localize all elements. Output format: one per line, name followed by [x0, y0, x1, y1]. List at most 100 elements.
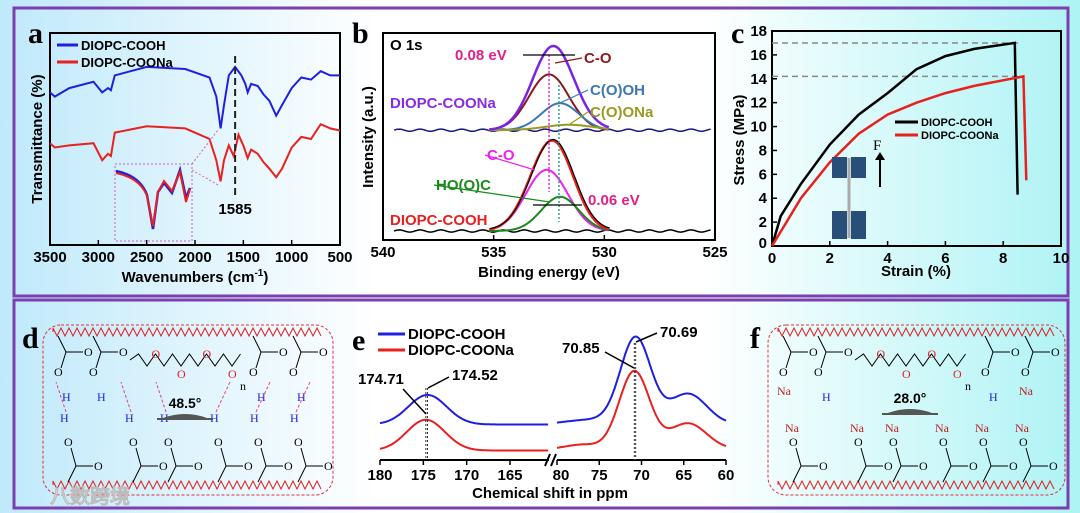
hydrogen-bond — [255, 381, 271, 413]
oxygen: O — [64, 435, 73, 449]
bottom-frame — [12, 298, 1070, 510]
annotation-arrow — [402, 388, 427, 415]
ether-oxygen: O — [928, 347, 937, 361]
panel-label-c: c — [731, 17, 744, 50]
polymer-backbone — [52, 326, 322, 338]
series-left-diopc-cooh — [379, 393, 549, 426]
arrow-head-icon — [875, 152, 885, 160]
x-tick-label: 170 — [454, 467, 479, 484]
chart-title: O 1s — [390, 37, 423, 54]
hydrogen: H — [989, 390, 998, 404]
x-axis-label: Chemical shift in ppm — [472, 485, 628, 502]
series-line-diopc-coona — [770, 74, 1028, 247]
x-tick-label: 1000 — [275, 249, 308, 266]
force-label: F — [873, 138, 881, 154]
series-line-diopc-cooh — [770, 41, 1019, 247]
x-axis-label: Strain (%) — [881, 263, 951, 280]
oxygen: O — [129, 435, 138, 449]
y-tick-label: 2 — [759, 214, 767, 231]
x-tick-label: 65 — [675, 467, 692, 484]
oxygen: O — [1009, 459, 1018, 473]
x-tick-label: 180 — [367, 467, 392, 484]
legend-label: DIOPC-COOH — [921, 117, 993, 129]
hydrogen: H — [290, 411, 299, 425]
label-arrow — [484, 154, 536, 171]
x-axis-label: Wavenumbers (cm-1) — [122, 268, 269, 286]
shift-label: 0.06 eV — [588, 192, 640, 209]
oxygen: O — [89, 365, 98, 379]
hydrogen-bond — [295, 381, 311, 413]
annotation-arrow — [635, 332, 658, 343]
hydrogen: H — [97, 390, 106, 404]
legend-label: DIOPC-COOH — [81, 38, 166, 53]
oxygen: O — [319, 345, 328, 359]
oxygen: O — [279, 345, 288, 359]
carboxyl-group — [1024, 335, 1050, 369]
carboxyl-group — [132, 447, 158, 483]
sodium: Na — [785, 421, 800, 435]
oxygen: O — [979, 435, 988, 449]
carboxyl-group — [817, 335, 843, 369]
oxygen: O — [214, 435, 223, 449]
panel-label-e: e — [352, 324, 365, 357]
hydrogen: H — [60, 411, 69, 425]
annotation-arrow — [427, 376, 450, 389]
panel-a: 3500 3000 2500 2000 1500 1000 500 Wavenumbers (… — [29, 32, 353, 286]
y-tick-label: 10 — [750, 119, 767, 136]
peak-annotation: 174.71 — [358, 371, 404, 388]
oxygen: O — [164, 435, 173, 449]
x-tick-label: 500 — [327, 249, 352, 266]
hydrogen: H — [257, 390, 266, 404]
polymer-backbone — [777, 479, 1055, 491]
y-axis-label: Transmittance (%) — [29, 74, 46, 203]
legend-label: DIOPC-COONa — [921, 130, 1000, 142]
panel-label-d: d — [22, 322, 39, 355]
x-axis-label: Binding energy (eV) — [478, 264, 620, 281]
sample-label: DIOPC-COONa — [390, 95, 497, 112]
oxygen: O — [1019, 435, 1028, 449]
polymer-backbone — [777, 326, 1055, 338]
label-arrow — [559, 89, 589, 104]
y-tick-label: 4 — [759, 190, 768, 207]
panel-label-f: f — [750, 322, 761, 355]
oxygen: O — [194, 459, 203, 473]
inset-connector — [191, 169, 219, 186]
carboxyl-group — [297, 447, 323, 483]
y-tick-label: 8 — [759, 142, 767, 159]
oxygen: O — [54, 365, 63, 379]
panel-e: 180 175 170 165 80 75 70 65 60 Chemical shift in … — [358, 324, 734, 502]
hydrogen: H — [62, 390, 71, 404]
oxygen: O — [889, 435, 898, 449]
y-tick-label: 14 — [750, 71, 767, 88]
legend-label: DIOPC-COONa — [408, 342, 515, 359]
sodium: Na — [777, 384, 792, 398]
x-tick-label: 80 — [553, 467, 570, 484]
top-frame — [12, 6, 1070, 298]
ether-oxygen: O — [902, 367, 911, 381]
y-tick-label: 16 — [750, 47, 767, 64]
carboxyl-group — [252, 335, 278, 369]
x-tick-label: 70 — [633, 467, 650, 484]
panel-c: 0 2 4 6 8 10 0 2 4 6 8 10 12 14 16 18 Strain (%) Stress (… — [731, 23, 1069, 280]
y-tick-label: 6 — [759, 166, 767, 183]
series-left-diopc-coona — [379, 418, 549, 452]
x-tick-label: 540 — [370, 244, 395, 261]
contact-angle-label: 48.5° — [169, 395, 202, 411]
oxygen: O — [1049, 459, 1058, 473]
carboxyl-group — [857, 447, 883, 483]
hydrogen-bond — [55, 381, 67, 413]
panel-label-a: a — [28, 17, 43, 50]
panel-label-b: b — [352, 17, 369, 50]
x-tick-label: 60 — [718, 467, 735, 484]
y-axis-label: Stress (MPa) — [731, 95, 748, 186]
oxygen: O — [284, 459, 293, 473]
oxygen: O — [254, 435, 263, 449]
oxygen: O — [844, 345, 853, 359]
component-label: C(O)ONa — [590, 104, 654, 121]
inset-curve-coona — [115, 168, 191, 227]
sodium: Na — [935, 421, 950, 435]
carboxyl-group — [67, 447, 93, 483]
oxygen: O — [854, 435, 863, 449]
plot-frame — [382, 32, 716, 241]
